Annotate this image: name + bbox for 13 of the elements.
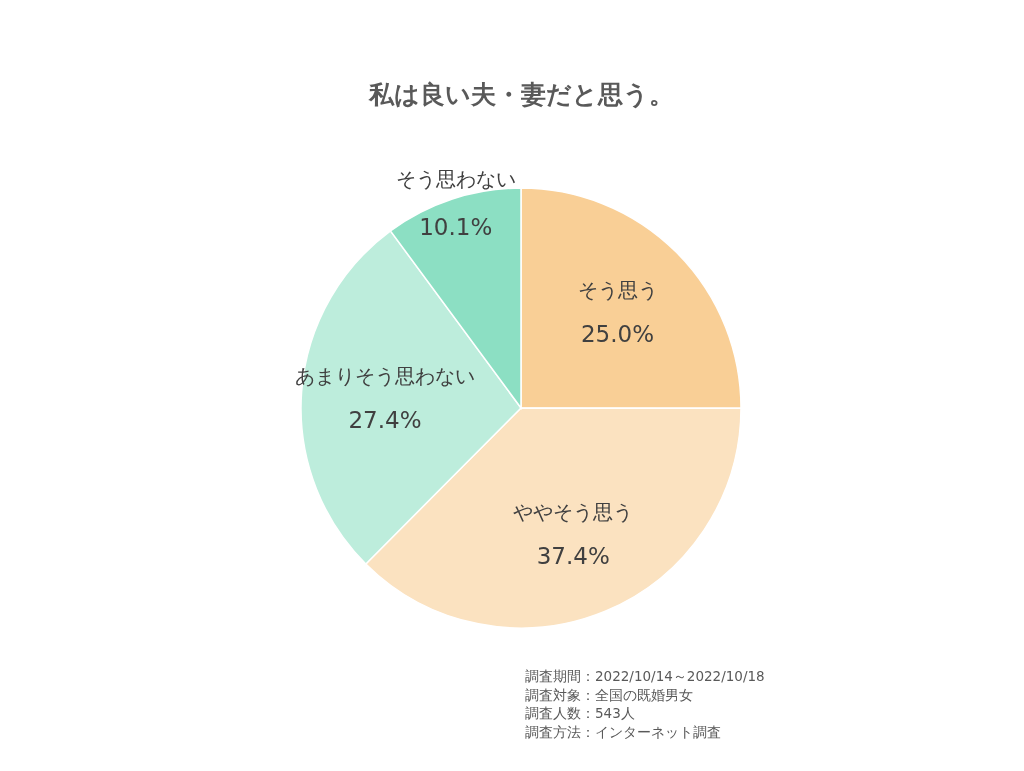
slice-label: そう思わない (395, 167, 516, 192)
slice-label: ややそう思う (513, 500, 634, 524)
data-label: 25.0% (580, 320, 655, 347)
data-label: 27.4% (348, 406, 422, 433)
text: 調査人数：543人 (525, 705, 635, 721)
slice-label: あまりそう思わない (294, 363, 475, 388)
slice-label: そう思う (577, 277, 658, 302)
chart-title: 私は良い夫・妻だと思う。 (367, 80, 674, 109)
text: 調査対象：全国の既婚男女 (525, 686, 693, 703)
data-label: 37.4% (536, 543, 610, 569)
text: 調査期間：2022/10/14～2022/10/18 (525, 668, 765, 684)
text: 調査方法：インターネット調査 (525, 723, 721, 740)
data-label: 10.1% (419, 214, 493, 241)
